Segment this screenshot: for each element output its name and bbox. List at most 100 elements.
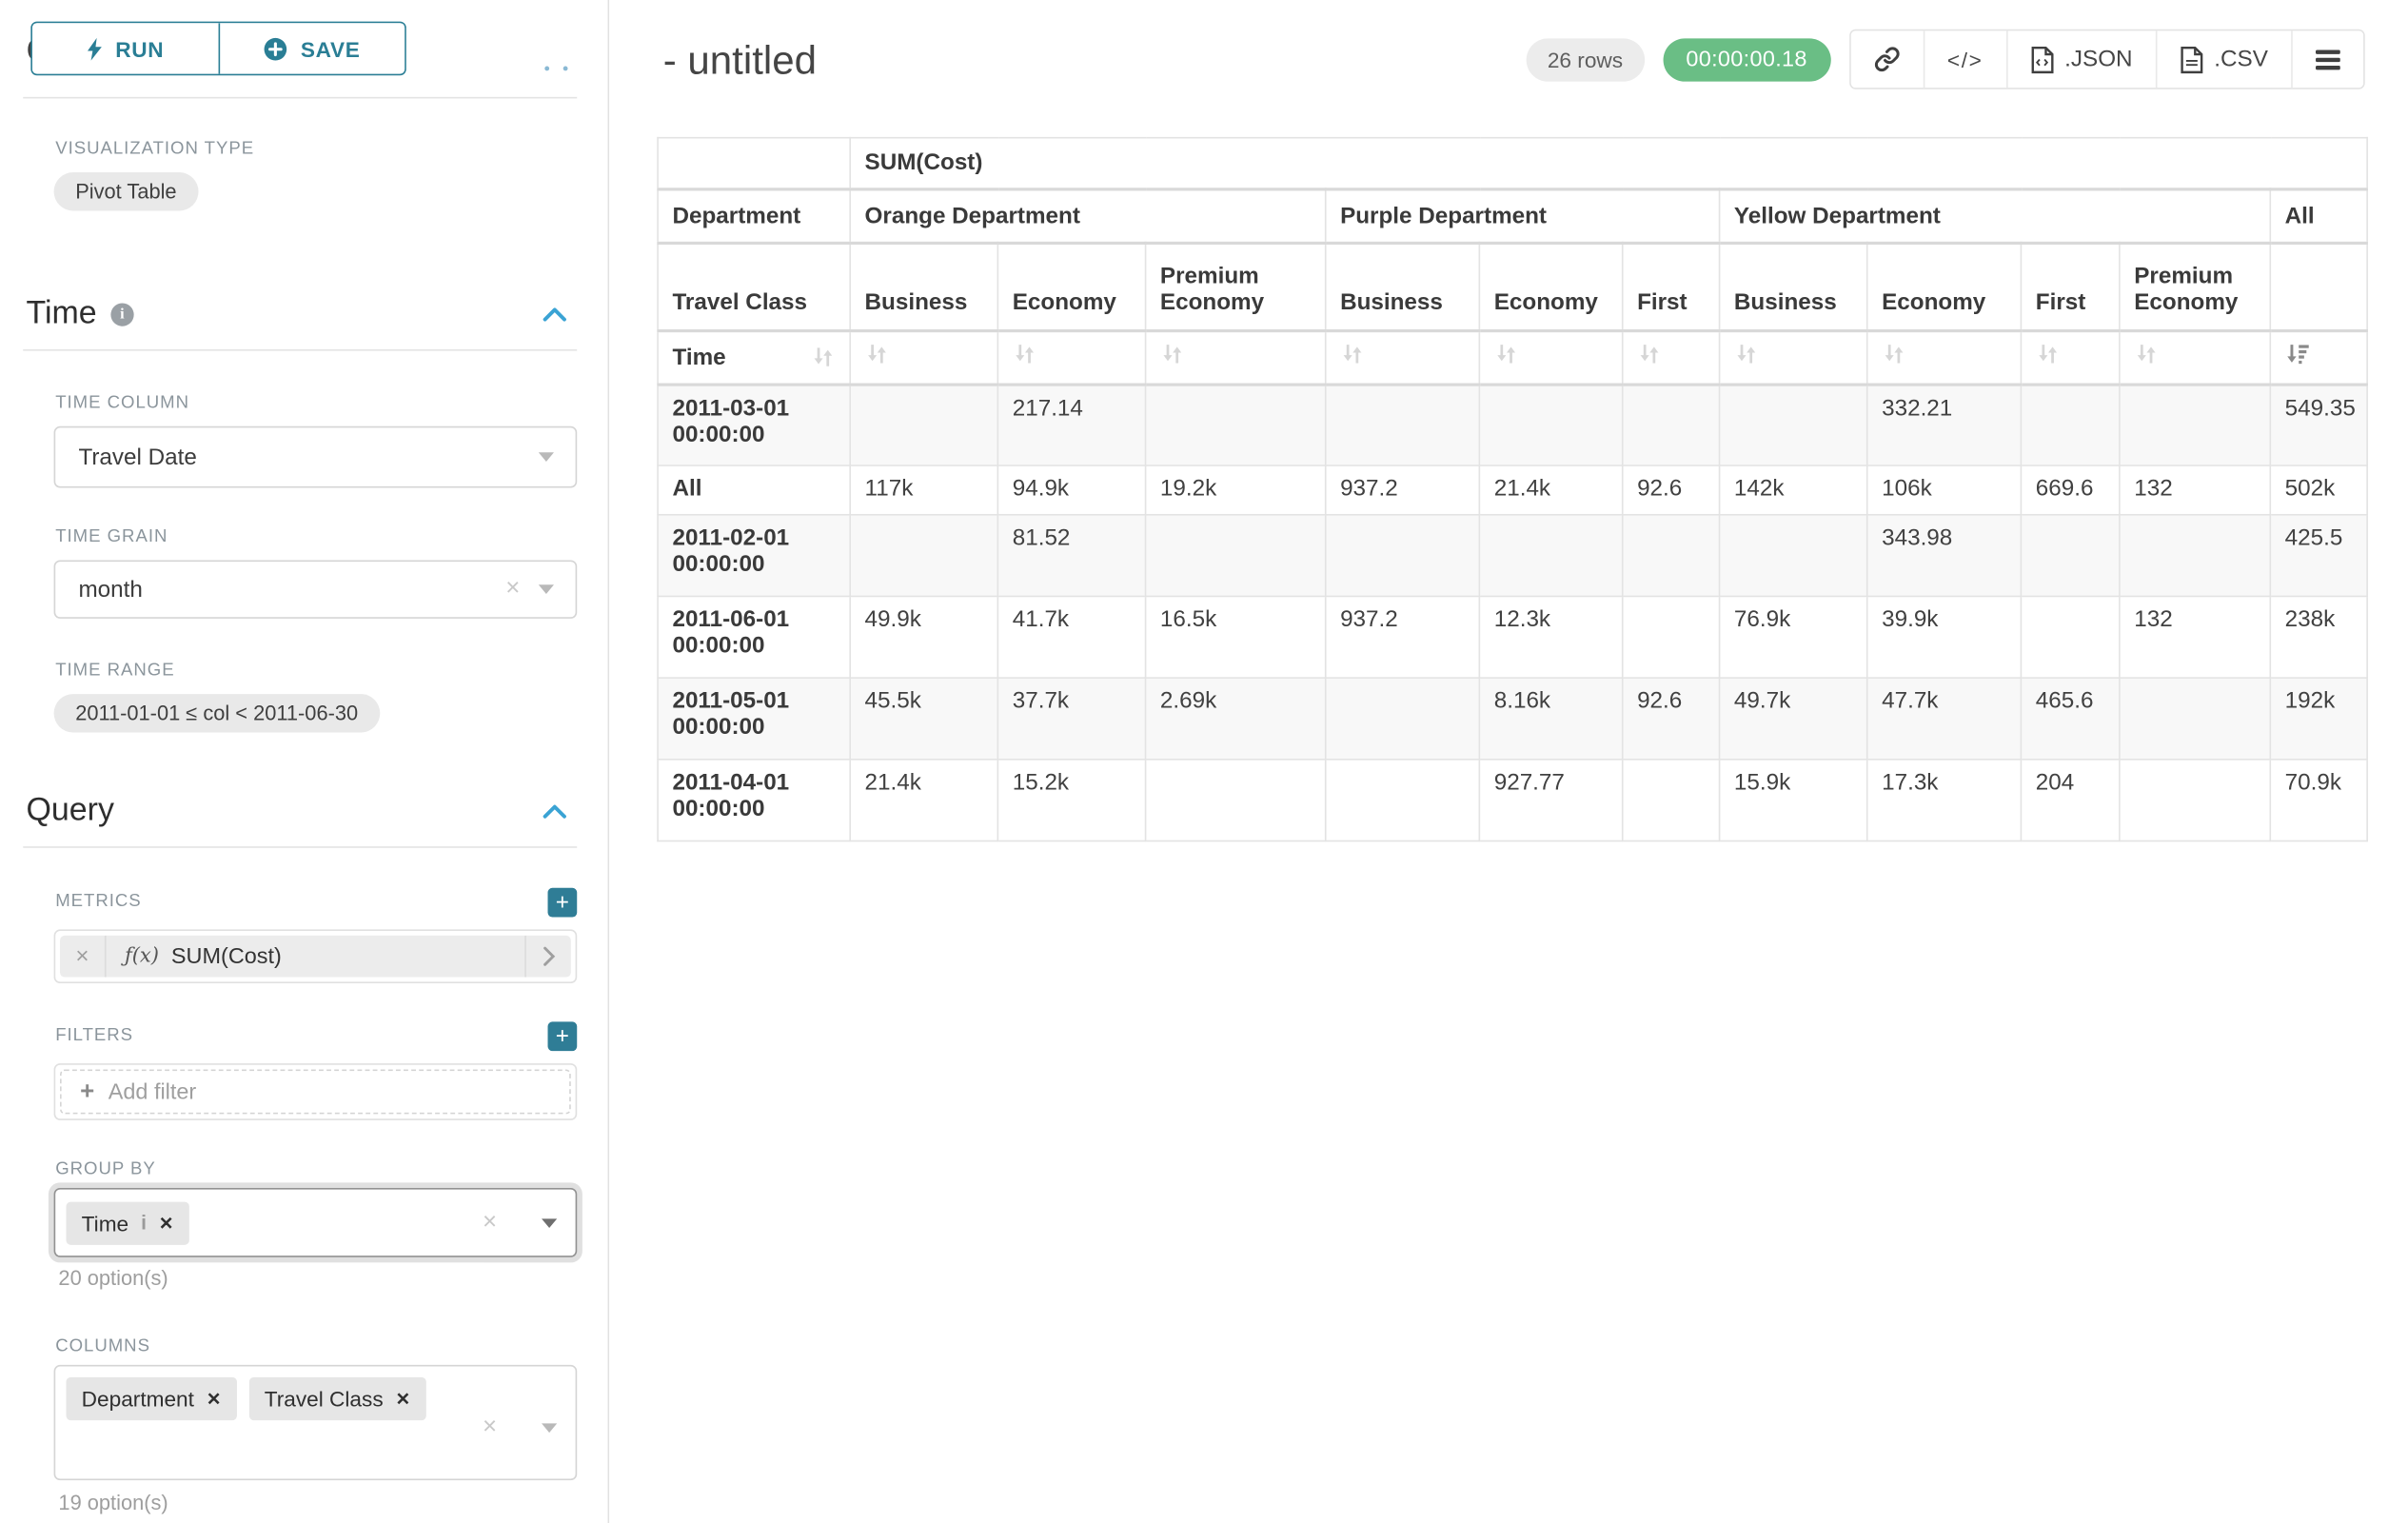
section-divider [23,846,577,848]
columns-tag-department[interactable]: Department ✕ [67,1377,237,1420]
column-header: Premium Economy [2120,243,2270,330]
section-divider [23,349,577,351]
pivot-value-cell [1326,515,1480,597]
remove-icon[interactable]: ✕ [396,1388,411,1410]
run-button[interactable]: RUN [32,23,218,73]
pivot-table: SUM(Cost) Department Orange Department P… [657,137,2368,841]
metrics-label: METRICS [55,893,141,911]
sort-toggle-icon[interactable] [1494,342,1519,366]
sort-toggle-icon[interactable] [865,342,890,366]
group-by-select[interactable]: Time i ✕ × [54,1188,578,1257]
chevron-right-icon[interactable] [524,936,570,978]
pivot-value-cell [1623,596,1720,678]
sort-toggle-icon[interactable] [1160,342,1185,366]
pivot-value-cell: 37.7k [997,678,1145,760]
drag-handle-dots[interactable] [544,67,567,71]
pivot-row: 2011-05-01 00:00:0045.5k37.7k2.69k8.16k9… [658,678,2367,760]
view-query-button[interactable]: </> [1923,30,2006,88]
sort-toggle-icon[interactable] [1340,342,1365,366]
export-json-button[interactable]: .JSON [2006,30,2156,88]
tag-label: Travel Class [265,1387,384,1412]
sort-toggle-cell[interactable] [1867,330,2022,385]
column-header [2270,243,2367,330]
sort-toggle-cell[interactable] [997,330,1145,385]
chevron-up-icon[interactable] [542,306,567,323]
sort-toggle-icon[interactable] [1882,342,1906,366]
clear-icon[interactable]: × [483,1210,497,1235]
sort-toggle-icon[interactable] [811,345,836,369]
pivot-value-cell [1326,678,1480,760]
sort-toggle-cell[interactable] [1326,330,1480,385]
pivot-value-cell: 549.35 [2270,384,2367,465]
column-header: First [2021,243,2119,330]
metric-pill[interactable]: × ƒ(x) SUM(Cost) [60,936,571,978]
sort-toggle-cell[interactable] [850,330,997,385]
pivot-value-cell: 927.77 [1479,760,1622,841]
sort-toggle-icon[interactable] [1013,342,1037,366]
copy-link-button[interactable] [1850,30,1923,88]
code-icon: </> [1947,47,1984,71]
sort-toggle-cell[interactable] [1479,330,1622,385]
columns-tag-travel-class[interactable]: Travel Class ✕ [249,1377,426,1420]
sort-toggle-icon[interactable] [2134,342,2159,366]
export-toolbar: </> .JSON .CSV [1848,30,2364,89]
sort-toggle-icon[interactable] [2036,342,2061,366]
chevron-down-icon[interactable] [542,1218,557,1228]
add-metric-button[interactable]: + [548,888,578,918]
save-button-label: SAVE [301,36,361,61]
sort-toggle-cell[interactable] [2021,330,2119,385]
chevron-down-icon[interactable] [542,1423,557,1433]
remove-metric-icon[interactable]: × [60,936,106,978]
pivot-value-cell [2021,384,2119,465]
time-section-header[interactable]: Time i [26,295,577,332]
add-filter-button[interactable]: + Add filter [60,1070,571,1115]
sort-toggle-icon[interactable] [1637,342,1662,366]
visualization-type-pill[interactable]: Pivot Table [54,172,199,210]
chevron-up-icon[interactable] [542,802,567,820]
info-icon: i [141,1211,147,1234]
clear-icon[interactable]: × [483,1415,497,1440]
sort-toggle-cell[interactable] [1623,330,1720,385]
pivot-value-cell: 217.14 [997,384,1145,465]
pivot-body: 2011-03-01 00:00:00217.14332.21549.35All… [658,384,2367,841]
remove-icon[interactable]: ✕ [207,1388,222,1410]
time-range-pill[interactable]: 2011-01-01 ≤ col < 2011-06-30 [54,694,380,732]
time-axis-label-cell[interactable]: Time [658,330,850,385]
column-group-header: All [2270,188,2367,243]
sort-desc-cell[interactable] [2270,330,2367,385]
tag-label: Time [82,1210,128,1235]
remove-icon[interactable]: ✕ [159,1212,174,1234]
sort-toggle-cell[interactable] [2120,330,2270,385]
pivot-value-cell: 92.6 [1623,678,1720,760]
clear-icon[interactable]: × [505,577,520,602]
sort-desc-icon[interactable] [2285,342,2310,366]
groupby-tag-time[interactable]: Time i ✕ [67,1201,189,1244]
department-axis-label: Department [658,188,850,243]
add-filter-plus-button[interactable]: + [548,1021,578,1051]
column-header: Economy [1867,243,2022,330]
columns-select[interactable]: Department ✕ Travel Class ✕ × [54,1365,578,1480]
pivot-value-cell [2120,515,2270,597]
column-group-header: Orange Department [850,188,1326,243]
pivot-value-cell: 16.5k [1146,596,1326,678]
pivot-value-cell: 12.3k [1479,596,1622,678]
export-csv-button[interactable]: .CSV [2156,30,2291,88]
time-grain-select[interactable]: month × [54,560,578,618]
pivot-value-cell: 238k [2270,596,2367,678]
pivot-value-cell [1326,760,1480,841]
hamburger-menu-icon [2316,49,2340,70]
time-range-label: TIME RANGE [55,662,174,680]
pivot-value-cell: 70.9k [2270,760,2367,841]
filters-control: + Add filter [54,1063,578,1120]
query-section-header[interactable]: Query [26,793,577,830]
time-column-select[interactable]: Travel Date [54,426,578,488]
sort-toggle-cell[interactable] [1146,330,1326,385]
pivot-value-cell: 15.9k [1720,760,1867,841]
menu-button[interactable] [2291,30,2363,88]
save-button[interactable]: SAVE [218,23,405,73]
sort-toggle-icon[interactable] [1734,342,1759,366]
sort-toggle-cell[interactable] [1720,330,1867,385]
pivot-value-cell [2120,678,2270,760]
chart-title[interactable]: - untitled [663,37,817,85]
pivot-row: 2011-03-01 00:00:00217.14332.21549.35 [658,384,2367,465]
